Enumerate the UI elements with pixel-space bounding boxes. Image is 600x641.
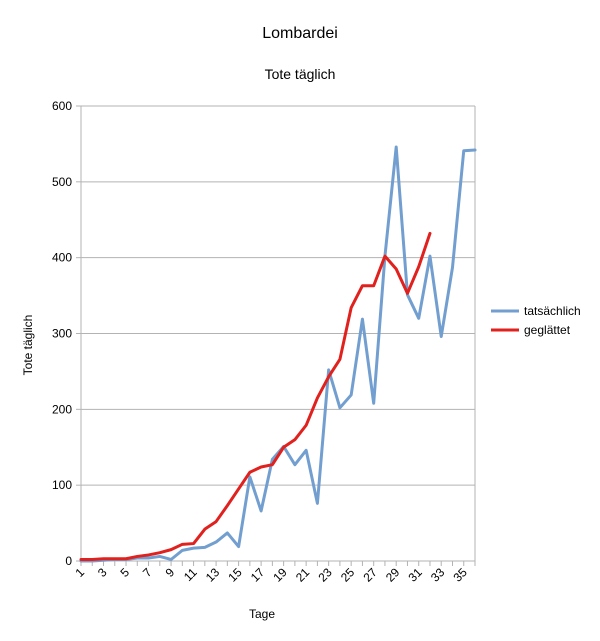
x-tick-label: 5 [118,565,133,580]
legend: tatsächlich geglättet [491,304,581,337]
x-tick-label: 17 [248,565,268,585]
x-tick-label: 19 [270,565,290,585]
x-tick-label: 1 [72,565,87,580]
y-tick-label: 600 [52,99,72,113]
x-axis-ticks: 1 3 5 7 9 11 13 15 17 19 21 23 25 27 29 31 33 35 [72,561,476,585]
legend-label: geglättet [524,323,571,337]
series-lines [79,145,477,563]
y-tick-label: 500 [52,175,72,189]
chart-title: Lombardei [262,25,338,42]
y-axis-label: Tote täglich [21,315,35,376]
legend-label: tatsächlich [524,304,581,318]
x-tick-label: 25 [338,565,358,585]
x-tick-label: 21 [293,565,313,585]
y-tick-label: 100 [52,478,72,492]
x-axis-label: Tage [249,607,275,621]
y-axis-ticks: 0 100 200 300 400 500 600 [52,99,81,568]
x-tick-label: 3 [95,565,110,580]
x-tick-label: 15 [225,565,245,585]
x-tick-label: 23 [315,565,335,585]
x-tick-label: 9 [163,565,178,580]
series-line-geglättet [79,231,432,561]
series-line-tatsächlich [79,145,477,563]
y-tick-label: 400 [52,251,72,265]
x-tick-label: 7 [140,565,155,580]
y-tick-label: 0 [65,554,72,568]
x-tick-label: 33 [428,565,448,585]
x-tick-label: 35 [451,565,471,585]
x-tick-label: 11 [181,565,200,584]
x-tick-label: 27 [360,565,380,585]
x-tick-label: 29 [383,565,403,585]
gridlines [81,105,475,486]
chart-subtitle: Tote täglich [265,66,336,82]
y-tick-label: 200 [52,402,72,416]
y-tick-label: 300 [52,327,72,341]
x-tick-label: 13 [203,565,223,585]
x-tick-label: 31 [405,565,425,585]
